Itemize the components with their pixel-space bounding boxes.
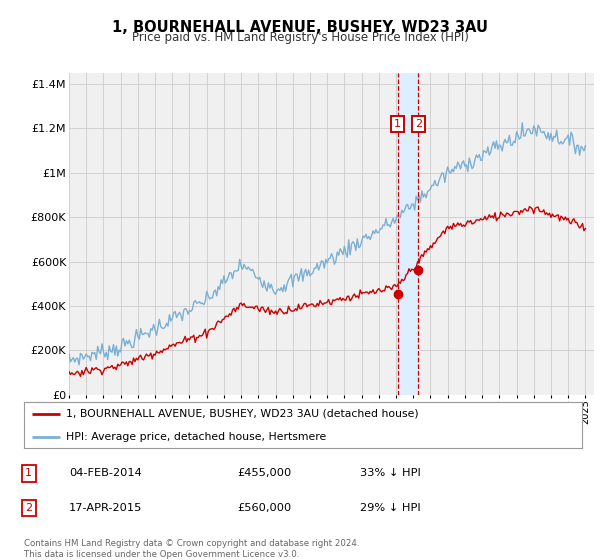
- Text: £560,000: £560,000: [237, 503, 291, 513]
- Bar: [398, 73, 418, 395]
- Text: 17-APR-2015: 17-APR-2015: [69, 503, 142, 513]
- Text: 1: 1: [25, 468, 32, 478]
- Text: 2: 2: [415, 119, 422, 129]
- Text: 1, BOURNEHALL AVENUE, BUSHEY, WD23 3AU (detached house): 1, BOURNEHALL AVENUE, BUSHEY, WD23 3AU (…: [66, 409, 418, 418]
- Text: 1, BOURNEHALL AVENUE, BUSHEY, WD23 3AU: 1, BOURNEHALL AVENUE, BUSHEY, WD23 3AU: [112, 20, 488, 35]
- Text: 2: 2: [25, 503, 32, 513]
- Text: HPI: Average price, detached house, Hertsmere: HPI: Average price, detached house, Hert…: [66, 432, 326, 441]
- Text: 1: 1: [394, 119, 401, 129]
- Text: 04-FEB-2014: 04-FEB-2014: [69, 468, 142, 478]
- Text: 33% ↓ HPI: 33% ↓ HPI: [360, 468, 421, 478]
- Text: Price paid vs. HM Land Registry's House Price Index (HPI): Price paid vs. HM Land Registry's House …: [131, 31, 469, 44]
- Text: 29% ↓ HPI: 29% ↓ HPI: [360, 503, 421, 513]
- Text: £455,000: £455,000: [237, 468, 291, 478]
- Text: Contains HM Land Registry data © Crown copyright and database right 2024.
This d: Contains HM Land Registry data © Crown c…: [24, 539, 359, 559]
